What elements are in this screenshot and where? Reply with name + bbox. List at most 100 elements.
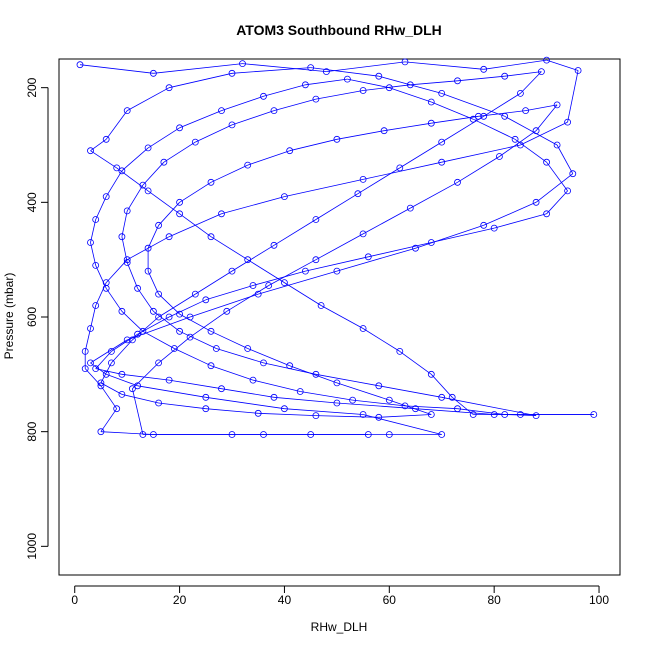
y-axis: 200 400 600 800 1000 [25, 77, 49, 560]
series-line-segment [195, 270, 233, 295]
data-point [532, 412, 540, 420]
data-point [113, 405, 121, 413]
data-point [427, 239, 435, 246]
data-point [176, 310, 184, 318]
series-line-segment [441, 93, 505, 117]
series-line-segment [179, 213, 212, 238]
data-point [97, 428, 105, 436]
series-line-segment [169, 379, 222, 390]
data-point [359, 230, 367, 238]
series-line-segment [174, 348, 212, 367]
series-line-segment [546, 190, 568, 215]
x-axis-label: RHw_DLH [311, 620, 368, 634]
data-point [333, 379, 341, 387]
data-point [207, 327, 215, 335]
series-line-segment [158, 293, 180, 315]
series-line-segment [100, 362, 112, 384]
data-point [532, 198, 540, 206]
series-line-segment [105, 110, 128, 140]
series-line-segment [415, 408, 495, 415]
data-point [490, 411, 498, 418]
series-line-segment [483, 93, 521, 117]
series-line-segment [105, 288, 123, 312]
data-point [280, 193, 288, 201]
series-line-segment [106, 373, 138, 387]
series-line-segment [399, 351, 432, 375]
data-point [165, 233, 173, 241]
y-tick-label: 800 [25, 421, 39, 441]
data-point [438, 431, 446, 438]
series-line-segment [210, 365, 254, 381]
data-point [490, 224, 498, 232]
data-point [480, 112, 488, 120]
data-point [474, 112, 482, 120]
series-line-segment [153, 310, 180, 332]
series-line-segment [546, 59, 579, 71]
data-point [260, 431, 267, 438]
data-point [118, 370, 126, 378]
series-line-segment [252, 379, 301, 392]
data-point [427, 119, 435, 127]
series-line-segment [158, 293, 196, 318]
series-line-segment [105, 259, 128, 283]
data-point [553, 141, 561, 149]
data-point [380, 127, 388, 135]
data-point [202, 405, 210, 413]
series-line-segment [315, 90, 364, 100]
data-point [118, 307, 126, 315]
data-point [113, 164, 121, 172]
series-line-segment [90, 305, 97, 329]
data-point [412, 244, 419, 252]
data-point [123, 336, 131, 344]
series-line-segment [520, 121, 568, 146]
data-point [438, 90, 446, 97]
data-point [102, 370, 110, 378]
series-line-segment [363, 161, 442, 180]
data-point [522, 107, 529, 114]
data-point [207, 178, 215, 186]
data-point [406, 81, 414, 89]
series-line-segment [126, 262, 138, 289]
series-line-segment [179, 181, 212, 203]
data-point [134, 330, 142, 338]
data-point [412, 405, 419, 413]
series-line-segment [142, 161, 165, 186]
data-point [312, 412, 320, 420]
data-point [286, 147, 294, 155]
series-line-segment [362, 207, 411, 235]
data-point [97, 379, 105, 387]
data-point [375, 413, 383, 421]
series-line-segment [362, 328, 401, 352]
x-tick-label: 60 [383, 593, 397, 607]
series-line-segment [158, 336, 191, 364]
data-point [108, 359, 115, 367]
data-point [385, 396, 393, 404]
series-line-segment [90, 242, 97, 266]
series-line-segment [142, 330, 175, 349]
data-point [249, 376, 257, 384]
data-point [87, 239, 94, 246]
series-line-segment [300, 391, 353, 401]
series-line-segment [95, 351, 112, 369]
data-point [149, 431, 157, 438]
data-point [191, 290, 199, 298]
series-line-segment [90, 219, 97, 243]
series-line-segment [504, 414, 537, 416]
data-point [375, 72, 383, 80]
data-point [123, 256, 131, 264]
data-point [249, 282, 257, 289]
data-point [202, 296, 210, 304]
series-line-segment [95, 282, 107, 306]
series-line-segment [179, 110, 222, 129]
data-point [155, 359, 163, 367]
data-point [307, 64, 315, 71]
series-line-segment [216, 348, 264, 364]
series-line-segment [556, 144, 574, 174]
series-line-segment [431, 227, 495, 243]
series-line-segment [189, 293, 259, 318]
series-line-segment [121, 311, 144, 332]
series-line-segment [310, 67, 379, 77]
data-point [139, 327, 147, 335]
data-point [118, 233, 126, 241]
data-point [139, 431, 147, 438]
